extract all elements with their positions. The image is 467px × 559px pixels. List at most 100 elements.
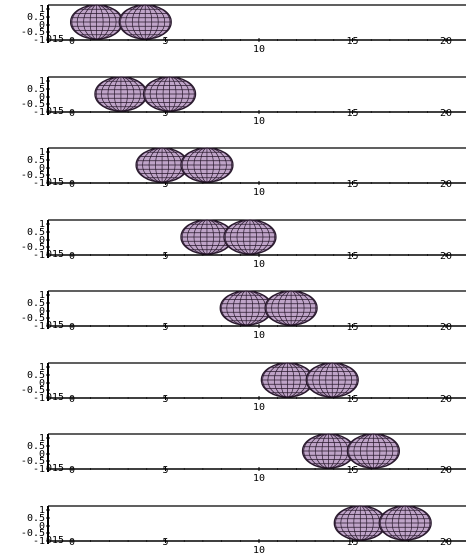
y-tick-label: -1 xyxy=(33,536,45,547)
x-tick-label: 10 xyxy=(253,259,265,270)
x-tick-label: 15 xyxy=(346,179,358,190)
y-tick-label: -0.5 xyxy=(21,313,45,324)
y-tick-label: -0.5 xyxy=(21,242,45,253)
x-tick-label: 10 xyxy=(253,116,265,127)
ellipsoid-1 xyxy=(69,4,124,40)
x-tick-label: 10 xyxy=(253,44,265,55)
y-tick-label: 0 xyxy=(39,235,45,246)
y-tick-label: -0.5 xyxy=(21,27,45,38)
x-tick-label: 0 xyxy=(69,322,75,333)
ellipsoid-2 xyxy=(142,75,197,112)
x-tick-label: 15 xyxy=(346,537,358,548)
x-tick-label: 20 xyxy=(440,36,452,47)
y-tick-label: 1 xyxy=(39,76,45,87)
x-tick-label: 10 xyxy=(253,545,265,556)
y-tick-label: -0.5 xyxy=(21,99,45,110)
frame-panel-4: 1 0.5 0 -0.5 -1 015 0 5 10 15 20 xyxy=(0,217,467,270)
y-tick-label: 0 xyxy=(39,92,45,103)
overlapping-axis-label: 015 xyxy=(46,177,64,188)
x-tick-label: 20 xyxy=(440,179,452,190)
frame-panel-8: 1 0.5 0 -0.5 -1 015 0 5 10 15 20 xyxy=(0,503,467,556)
x-tick-label: 0 xyxy=(69,36,75,47)
ellipsoid-2 xyxy=(264,290,318,326)
x-tick-label: 0 xyxy=(69,251,75,262)
ellipsoid-1 xyxy=(135,147,189,183)
y-tick-label: 0 xyxy=(39,449,45,460)
y-tick-label: 0 xyxy=(39,378,45,389)
ellipsoid-2 xyxy=(180,147,234,183)
ellipsoid-1 xyxy=(301,433,356,469)
x-tick-label: 15 xyxy=(346,108,358,119)
frame-panel-7: 1 0.5 0 -0.5 -1 015 0 5 10 15 20 xyxy=(0,431,467,484)
y-tick-label: -1 xyxy=(33,464,45,475)
y-tick-label: -0.5 xyxy=(21,456,45,467)
y-tick-label: 0.5 xyxy=(27,84,45,95)
y-tick-label: 1 xyxy=(39,362,45,373)
y-tick-label: -1 xyxy=(33,178,45,189)
x-tick-label: 0 xyxy=(69,108,75,119)
x-tick-label: 15 xyxy=(346,394,358,405)
overlapping-axis-label: 015 xyxy=(46,463,64,474)
y-tick-label: 0 xyxy=(39,163,45,174)
x-tick-label: 15 xyxy=(346,465,358,476)
y-tick-label: 0 xyxy=(39,306,45,317)
y-tick-label: 1 xyxy=(39,147,45,158)
y-tick-label: 1 xyxy=(39,4,45,15)
overlapping-axis-label: 015 xyxy=(46,535,64,546)
x-tick-label: 0 xyxy=(69,537,75,548)
x-tick-label: 5 xyxy=(162,537,168,548)
y-tick-label: 0.5 xyxy=(27,513,45,524)
y-tick-label: -1 xyxy=(33,393,45,404)
x-tick-label: 20 xyxy=(440,394,452,405)
ellipsoid-2 xyxy=(378,504,432,541)
x-tick-label: 5 xyxy=(162,36,168,47)
y-tick-label: 1 xyxy=(39,219,45,230)
x-tick-label: 5 xyxy=(162,394,168,405)
x-tick-label: 10 xyxy=(253,402,265,413)
x-tick-label: 10 xyxy=(253,473,265,484)
y-tick-label: 1 xyxy=(39,505,45,516)
x-tick-label: 20 xyxy=(440,465,452,476)
y-tick-label: -1 xyxy=(33,321,45,332)
y-tick-label: -0.5 xyxy=(21,385,45,396)
x-tick-label: 15 xyxy=(346,322,358,333)
ellipsoid-1 xyxy=(333,504,387,541)
frame-panel-1: 1 0.5 0 -0.5 -1 015 0 5 10 15 20 xyxy=(0,2,467,55)
x-tick-label: 5 xyxy=(162,179,168,190)
frame-panel-3: 1 0.5 0 -0.5 -1 015 0 5 10 15 20 xyxy=(0,145,467,198)
ellipsoid-2 xyxy=(346,433,401,469)
y-tick-label: 0.5 xyxy=(27,370,45,381)
x-tick-label: 5 xyxy=(162,108,168,119)
y-tick-label: 0.5 xyxy=(27,12,45,23)
x-tick-label: 0 xyxy=(69,465,75,476)
y-tick-label: 0.5 xyxy=(27,155,45,166)
ellipsoid-1 xyxy=(94,75,148,112)
x-tick-label: 5 xyxy=(162,465,168,476)
y-tick-label: 1 xyxy=(39,433,45,444)
ellipsoid-1 xyxy=(219,290,273,326)
x-tick-label: 20 xyxy=(440,108,452,119)
frame-panel-2: 1 0.5 0 -0.5 -1 015 0 5 10 15 20 xyxy=(0,74,467,127)
x-tick-label: 20 xyxy=(440,537,452,548)
x-tick-label: 5 xyxy=(162,322,168,333)
x-tick-label: 20 xyxy=(440,251,452,262)
y-tick-label: 1 xyxy=(39,290,45,301)
x-tick-label: 0 xyxy=(69,394,75,405)
y-tick-label: 0.5 xyxy=(27,227,45,238)
overlapping-axis-label: 015 xyxy=(46,106,64,117)
x-tick-label: 10 xyxy=(253,330,265,341)
overlapping-axis-label: 015 xyxy=(46,34,64,45)
y-tick-label: 0 xyxy=(39,20,45,31)
y-tick-label: 0.5 xyxy=(27,298,45,309)
x-tick-label: 10 xyxy=(253,187,265,198)
x-tick-label: 20 xyxy=(440,322,452,333)
ellipsoid-2 xyxy=(118,4,172,40)
